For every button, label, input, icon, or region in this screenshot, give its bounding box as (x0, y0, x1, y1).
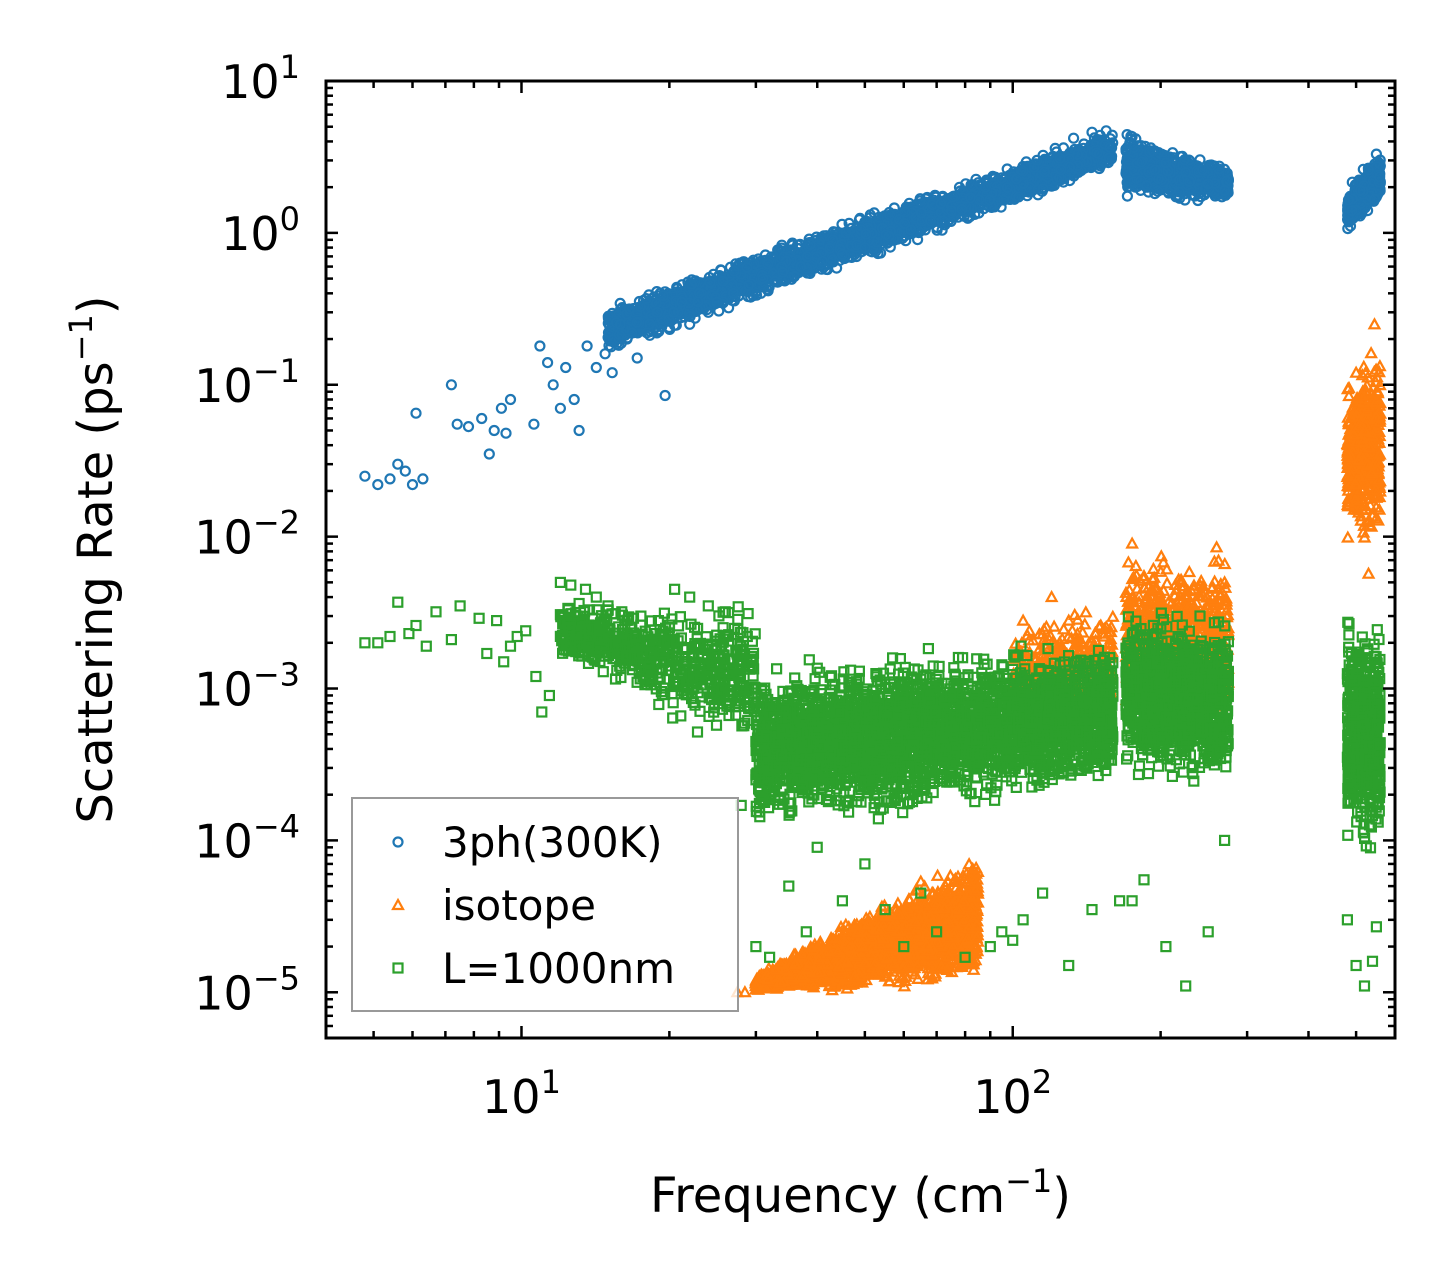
circle-point (476, 412, 488, 425)
circle-point (803, 233, 815, 245)
circle-point (504, 393, 517, 406)
circle-point (528, 418, 540, 430)
circle-point (560, 361, 572, 374)
circle-point (451, 418, 463, 430)
circle-point (1121, 190, 1134, 202)
circle-point (568, 393, 580, 406)
circle-point (573, 424, 585, 437)
circle-point (462, 421, 475, 433)
circle-point (406, 479, 419, 491)
circle-point (445, 379, 457, 391)
circle-point (417, 473, 429, 485)
circle-point (631, 352, 643, 364)
circle-point (392, 458, 404, 470)
circle-point (967, 180, 979, 192)
circle-point (554, 402, 567, 414)
circle-point (410, 407, 422, 419)
circle-point (534, 340, 546, 352)
circle-point (495, 402, 507, 414)
circle-point (581, 340, 593, 352)
circle-point (606, 367, 618, 379)
circle-point (599, 348, 611, 360)
circle-point (488, 424, 500, 437)
circle-point (372, 479, 384, 491)
series-3ph-300k- (359, 125, 1386, 491)
circle-point (399, 465, 411, 477)
circle-point (384, 473, 396, 485)
plot-area (359, 125, 1388, 998)
circle-point (483, 448, 495, 460)
circle-point (590, 361, 602, 374)
circle-point (547, 379, 559, 391)
circle-point (659, 389, 671, 402)
circle-point (1077, 142, 1090, 154)
circle-point (793, 247, 805, 259)
circle-point (1067, 132, 1080, 144)
circle-point (541, 357, 554, 369)
circle-point (359, 470, 371, 482)
circle-point (500, 427, 512, 439)
